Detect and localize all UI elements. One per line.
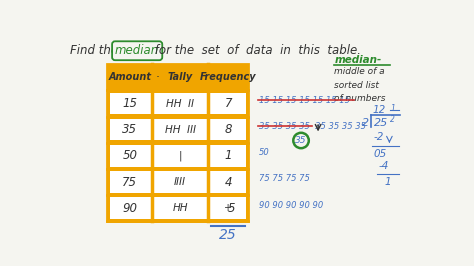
- Text: HH: HH: [173, 203, 188, 213]
- Text: 25: 25: [374, 118, 388, 128]
- Text: 12: 12: [373, 105, 386, 115]
- Text: 1: 1: [225, 149, 232, 162]
- Text: 50: 50: [122, 149, 137, 162]
- Text: 35: 35: [295, 136, 307, 145]
- Text: Tally: Tally: [167, 72, 193, 82]
- Text: 05: 05: [374, 149, 387, 159]
- Text: -4: -4: [379, 161, 389, 171]
- Text: 1: 1: [385, 177, 392, 187]
- Text: 8: 8: [225, 123, 232, 136]
- Text: middle of a
sorted list
of numbers: middle of a sorted list of numbers: [334, 67, 386, 103]
- Text: IIII: IIII: [174, 177, 186, 187]
- Text: Amount: Amount: [108, 72, 151, 82]
- Bar: [109, 93, 246, 114]
- Text: ·: ·: [152, 71, 160, 84]
- Bar: [109, 66, 246, 88]
- Text: 25: 25: [219, 228, 237, 242]
- Text: 90: 90: [122, 202, 137, 215]
- Text: HH  III: HH III: [164, 125, 196, 135]
- Text: Find the: Find the: [70, 44, 122, 57]
- Bar: [107, 64, 248, 221]
- Text: 35: 35: [122, 123, 137, 136]
- Text: 2: 2: [390, 115, 395, 124]
- Text: 90 90 90 90 90: 90 90 90 90 90: [259, 201, 323, 210]
- Text: for the  set  of  data  in  this  table.: for the set of data in this table.: [151, 44, 361, 57]
- Text: Frequency: Frequency: [200, 72, 256, 82]
- Text: ·: ·: [208, 71, 216, 84]
- Text: 75 75 75 75: 75 75 75 75: [259, 174, 310, 184]
- Bar: [109, 171, 246, 193]
- Text: 15: 15: [122, 97, 137, 110]
- Text: median: median: [115, 44, 159, 57]
- Text: median-: median-: [334, 55, 382, 65]
- Text: 2: 2: [362, 118, 369, 128]
- Text: 35 35 35 35  35 35 35 35: 35 35 35 35 35 35 35 35: [259, 122, 366, 131]
- Bar: [109, 197, 246, 219]
- Text: |: |: [178, 151, 182, 161]
- Bar: [109, 119, 246, 140]
- Text: -2: -2: [374, 132, 384, 142]
- Text: 15 15 15 15 15 15 15: 15 15 15 15 15 15 15: [259, 96, 350, 105]
- Text: +: +: [224, 203, 232, 213]
- Text: HH  II: HH II: [166, 98, 194, 109]
- Text: 4: 4: [225, 176, 232, 189]
- Text: 1: 1: [390, 104, 395, 113]
- Text: 75: 75: [122, 176, 137, 189]
- Bar: [109, 145, 246, 167]
- Text: 5: 5: [228, 202, 235, 215]
- Text: 50: 50: [259, 148, 270, 157]
- Text: 7: 7: [225, 97, 232, 110]
